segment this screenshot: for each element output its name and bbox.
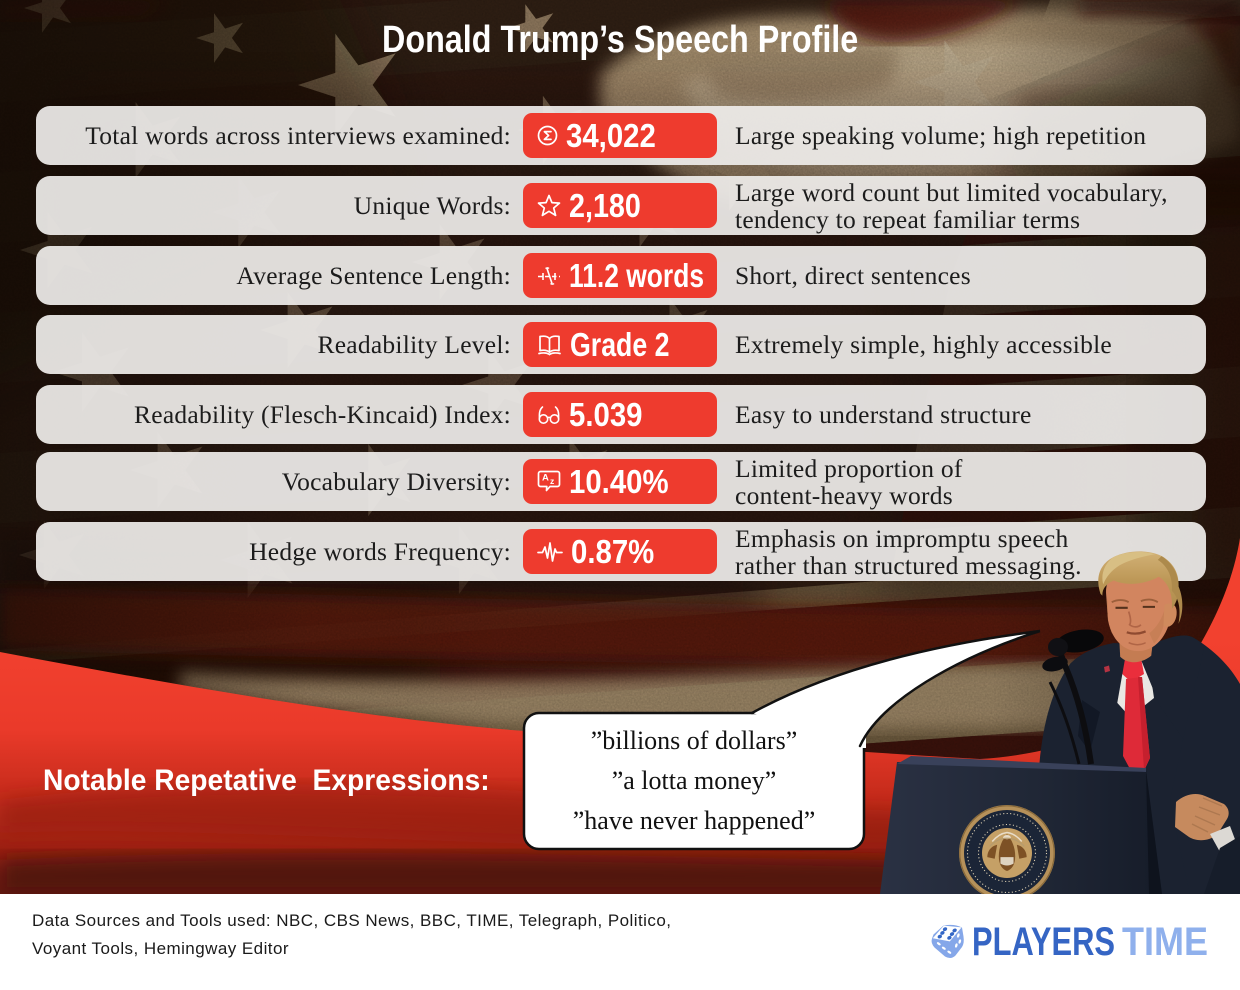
svg-text:PLAYERS: PLAYERS <box>972 920 1115 964</box>
svg-text:A: A <box>542 473 549 484</box>
svg-text:z: z <box>550 476 554 486</box>
svg-text:TIME: TIME <box>1122 920 1208 964</box>
